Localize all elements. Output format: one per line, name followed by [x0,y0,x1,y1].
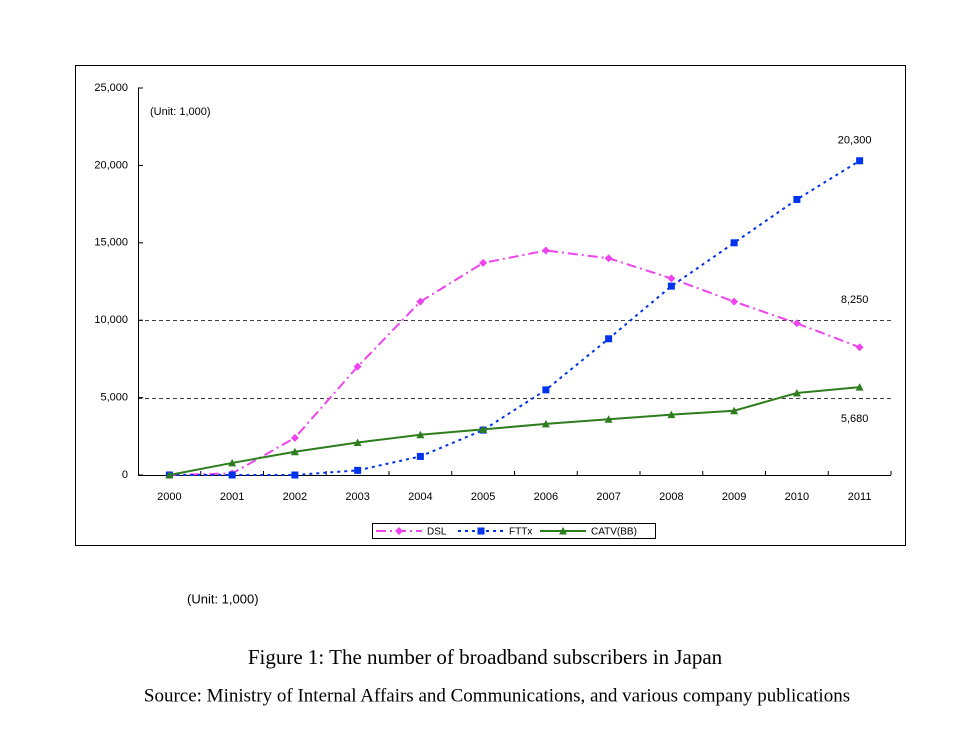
value-label: 20,300 [838,135,872,147]
legend-marker [559,527,567,535]
value-label: 5,680 [841,413,869,425]
data-point [354,466,362,474]
data-point [667,282,675,290]
legend-marker [477,527,485,535]
data-point [855,383,864,391]
y-tick-label: 5,000 [100,392,128,404]
data-point [792,388,801,397]
y-tick-label: 10,000 [94,314,128,326]
y-tick-label: 25,000 [94,82,128,94]
data-point [793,195,801,203]
x-tick-label: 2011 [848,491,872,503]
data-point [228,471,236,479]
data-point [416,430,425,439]
chart-frame [75,65,906,546]
data-point [479,258,488,267]
legend-box [372,523,656,539]
x-tick-label: 2005 [471,491,495,503]
data-point [416,452,424,460]
y-tick-label: 0 [122,469,128,481]
data-point [290,433,299,442]
x-tick-label: 2001 [220,491,244,503]
caption: Figure 1: The number of broadband subscr… [248,645,723,669]
x-tick-label: 2002 [283,491,307,503]
data-point [730,297,739,306]
data-point [541,419,550,428]
data-point [165,471,174,479]
data-point [855,343,864,352]
data-point [792,319,801,328]
data-point [353,438,362,446]
data-point [667,410,676,419]
legend-label: CATV(BB) [591,527,637,538]
series-line [169,159,861,476]
data-point [228,458,237,467]
unit-note: (Unit: 1,000) [187,591,259,606]
legend-marker [395,527,403,535]
data-point [604,254,613,263]
data-point [416,297,425,306]
data-point [730,239,738,247]
data-point [605,335,613,343]
data-point [353,362,362,371]
series-line [169,386,860,476]
data-point [856,157,864,165]
x-tick-label: 2000 [157,491,181,503]
x-tick-label: 2008 [659,491,683,503]
series-line [169,249,860,476]
data-point [667,274,676,283]
x-tick-label: 2006 [534,491,558,503]
source: Source: Ministry of Internal Affairs and… [144,685,850,706]
value-label: 8,250 [841,294,869,306]
x-tick-label: 2003 [345,491,369,503]
x-tick-label: 2007 [596,491,620,503]
data-point [604,415,613,423]
data-point [542,386,550,394]
data-point [291,471,299,479]
data-point [730,406,739,415]
x-tick-label: 2004 [408,491,432,503]
x-tick-label: 2009 [722,491,746,503]
data-point [290,447,299,456]
unit-annotation: (Unit: 1,000) [150,106,211,118]
legend-label: DSL [427,527,447,538]
x-tick-label: 2010 [785,491,809,503]
data-point [541,246,550,255]
y-tick-label: 20,000 [94,159,128,171]
legend-label: FTTx [509,527,532,538]
data-point [479,425,488,433]
y-tick-label: 15,000 [94,237,128,249]
